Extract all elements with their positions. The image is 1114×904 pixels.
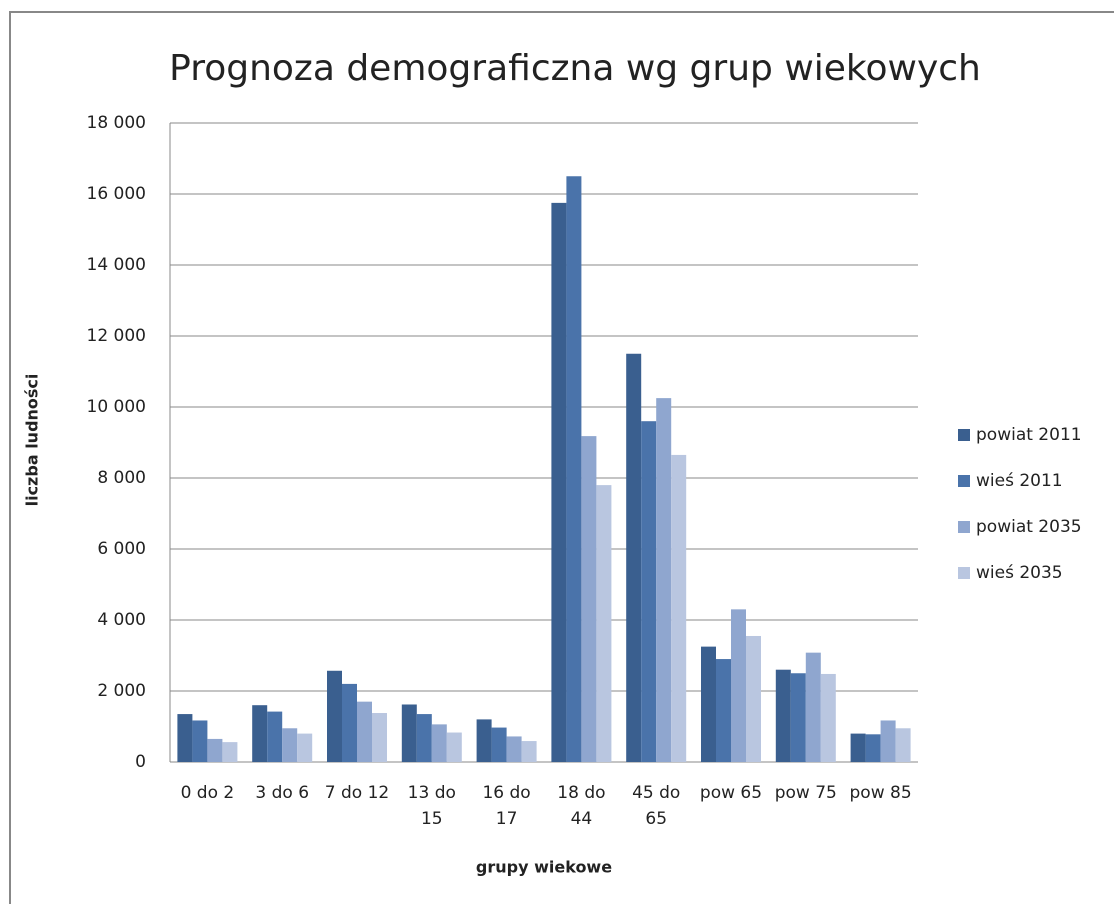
bar [357,701,372,762]
bar [267,711,283,762]
bar [372,713,387,762]
bar [820,673,836,762]
x-tick-label: 16 do 17 [482,783,531,829]
y-tick-label: 14 000 [87,255,146,275]
bar [805,652,821,762]
bar [701,646,716,762]
bar [850,733,866,762]
bar [297,733,313,762]
y-tick-label: 10 000 [87,397,146,417]
legend-label: wieś 2011 [976,471,1063,491]
bar [252,705,268,762]
bar [327,670,342,762]
x-tick-label: 7 do 12 [324,783,390,803]
x-axis-title: grupy wiekowe [476,858,612,877]
bar [506,736,522,762]
legend-swatch [958,475,970,487]
bar [416,714,432,762]
bar [222,742,238,762]
bar [446,732,462,762]
bar [431,724,447,762]
bar [641,421,657,762]
bar [401,704,417,762]
bar [865,734,881,762]
bar [207,738,223,762]
bar [895,728,911,762]
bar [581,436,597,762]
bar [192,720,208,762]
legend-swatch [958,521,970,533]
x-tick-label: 0 do 2 [180,783,235,803]
y-tick-label: 18 000 [87,113,146,133]
x-tick-label: pow 75 [774,783,837,803]
y-axis-title: liczba ludności [23,374,42,507]
bar [880,720,896,762]
x-tick-label: pow 65 [699,783,763,803]
y-tick-label: 16 000 [87,184,146,204]
chart-frame [9,11,1114,904]
x-tick-label: 18 do 44 [557,783,606,829]
bar [671,454,687,762]
bar [596,485,612,762]
bar [716,659,731,762]
y-tick-label: 0 [135,752,146,772]
x-tick-label: pow 85 [849,783,912,803]
x-tick-label: 13 do 15 [407,783,456,829]
legend-label: powiat 2035 [976,517,1082,537]
legend-swatch [958,429,970,441]
bar [775,669,791,762]
bar [746,635,761,762]
bar [656,398,672,762]
legend-label: wieś 2035 [976,563,1063,583]
legend-swatch [958,567,970,579]
bar [551,202,567,762]
chart-title: Prognoza demograficzna wg grup wiekowych [169,48,981,89]
x-tick-label: 3 do 6 [255,783,310,803]
bar [476,719,492,762]
bar [731,609,746,762]
bar [790,673,806,762]
legend-label: powiat 2011 [976,425,1082,445]
y-tick-label: 12 000 [87,326,146,346]
x-tick-label: 45 do 65 [632,783,681,829]
bar [342,683,357,762]
y-tick-label: 8 000 [97,468,146,488]
y-tick-label: 6 000 [97,539,146,559]
bar [491,727,507,762]
y-tick-label: 4 000 [97,610,146,630]
bar [566,176,582,762]
bar [282,728,298,762]
bar [626,353,642,762]
bar [177,714,193,762]
bar [521,741,537,762]
y-tick-label: 2 000 [97,681,146,701]
